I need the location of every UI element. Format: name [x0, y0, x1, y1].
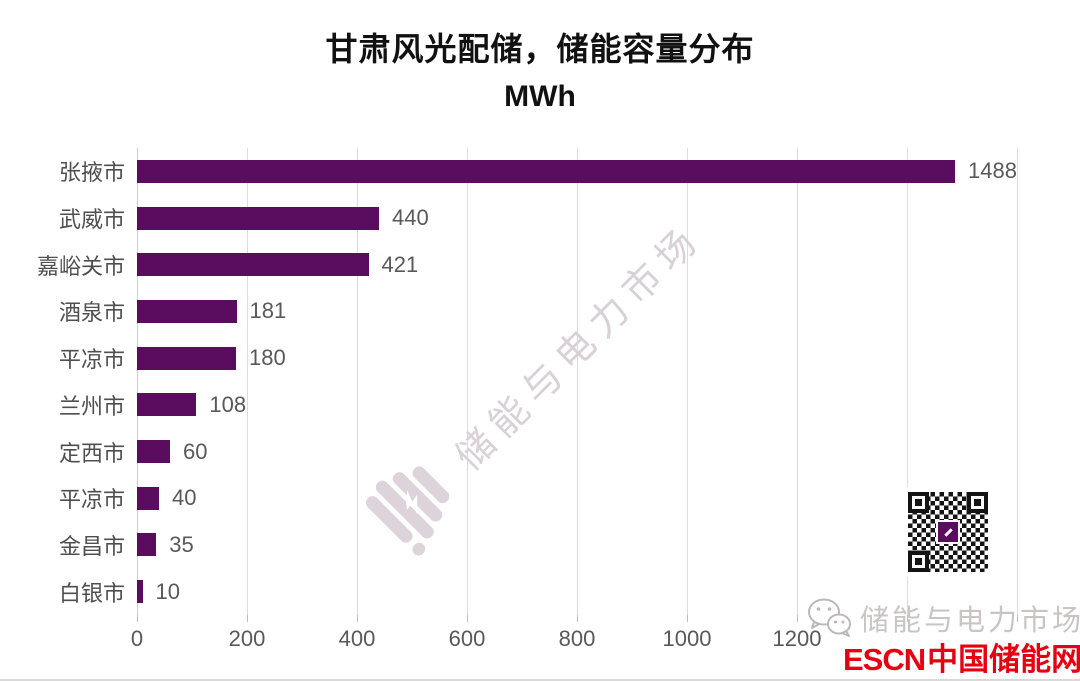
x-tick-mark [687, 615, 688, 622]
category-label: 嘉峪关市 [36, 253, 125, 279]
bar-row: 180 [137, 335, 1017, 382]
x-tick-mark [797, 615, 798, 622]
wechat-banner: 储能与电力市场 [806, 597, 1080, 639]
bar-row: 60 [137, 428, 1017, 475]
category-label: 定西市 [58, 440, 125, 466]
bar-row: 181 [137, 288, 1017, 335]
x-tick-label: 400 [338, 626, 376, 651]
x-tick-label: 0 [130, 626, 144, 651]
y-axis-line [137, 148, 138, 615]
category-label: 兰州市 [58, 393, 125, 419]
bar-row: 440 [137, 195, 1017, 242]
x-tick-label: 1000 [662, 626, 712, 651]
category-label: 白银市 [58, 580, 125, 606]
bar [137, 206, 379, 230]
x-tick-mark [907, 615, 908, 622]
gridline [247, 148, 248, 615]
x-tick-label: 200 [228, 626, 266, 651]
gridline [357, 148, 358, 615]
x-tick-mark [357, 615, 358, 622]
bar-row: 108 [137, 382, 1017, 429]
bar-row: 10 [137, 568, 1017, 615]
brand-name: 中国储能网 [927, 642, 1080, 677]
x-tick-mark [467, 615, 468, 622]
brand-prefix: ESCN [843, 642, 926, 677]
x-tick-label: 1200 [772, 626, 822, 651]
qr-finder-icon [967, 492, 988, 513]
value-label: 1488 [968, 158, 1017, 184]
x-tick-mark [137, 615, 138, 622]
bar-row: 35 [137, 522, 1017, 569]
bar [137, 346, 236, 370]
value-label: 35 [169, 531, 194, 557]
category-label: 金昌市 [58, 533, 125, 559]
value-label: 421 [381, 251, 419, 277]
value-label: 181 [249, 298, 287, 324]
bar-row: 1488 [137, 148, 1017, 195]
x-tick-label: 600 [448, 626, 486, 651]
x-tick-mark [577, 615, 578, 622]
gridline [687, 148, 688, 615]
category-label: 张掖市 [58, 160, 125, 186]
gridline [467, 148, 468, 615]
y-axis-category-labels: 张掖市 武威市 嘉峪关市 酒泉市 平凉市 兰州市 定西市 平凉市 金昌市 白银市 [0, 148, 125, 615]
value-label: 440 [392, 205, 429, 231]
value-label: 60 [183, 438, 208, 464]
x-tick-mark [1017, 615, 1018, 622]
category-label: 酒泉市 [58, 300, 125, 326]
qr-finder-icon [908, 551, 929, 572]
bar [137, 253, 369, 277]
value-label: 40 [172, 485, 197, 511]
plot-area: 1488 440 421 181 180 108 60 40 35 10 [137, 148, 1018, 615]
bar [137, 299, 237, 323]
qr-code [903, 487, 993, 577]
gridline [797, 148, 798, 615]
gridline [1017, 148, 1018, 615]
qr-center-logo-icon [936, 520, 960, 544]
bar-row: 40 [137, 475, 1017, 522]
bar [137, 533, 157, 557]
bar-row: 421 [137, 241, 1017, 288]
wechat-account-text: 储能与电力市场 [860, 605, 1080, 637]
bar [137, 486, 159, 510]
gridline [907, 148, 908, 615]
bar [137, 440, 170, 464]
x-tick-mark [247, 615, 248, 622]
gridline [577, 148, 578, 615]
chart-title: 甘肃风光配储，储能容量分布 [325, 31, 755, 67]
bar [137, 580, 143, 604]
x-tick-label: 800 [558, 626, 596, 651]
brand-logo: ESCN中国储能网 [843, 634, 1080, 679]
bar [137, 393, 197, 417]
value-label: 180 [249, 345, 286, 371]
category-label: 平凉市 [58, 347, 125, 373]
qr-finder-icon [908, 492, 929, 513]
bar-rows: 1488 440 421 181 180 108 60 40 35 10 [137, 148, 1017, 615]
chart-unit-label: MWh [504, 80, 576, 113]
category-label: 武威市 [58, 207, 125, 233]
bar [137, 159, 956, 183]
category-label: 平凉市 [58, 487, 125, 513]
value-label: 108 [209, 391, 247, 417]
qr-pattern [908, 492, 988, 572]
wechat-icon [808, 598, 851, 637]
value-label: 10 [155, 578, 180, 604]
